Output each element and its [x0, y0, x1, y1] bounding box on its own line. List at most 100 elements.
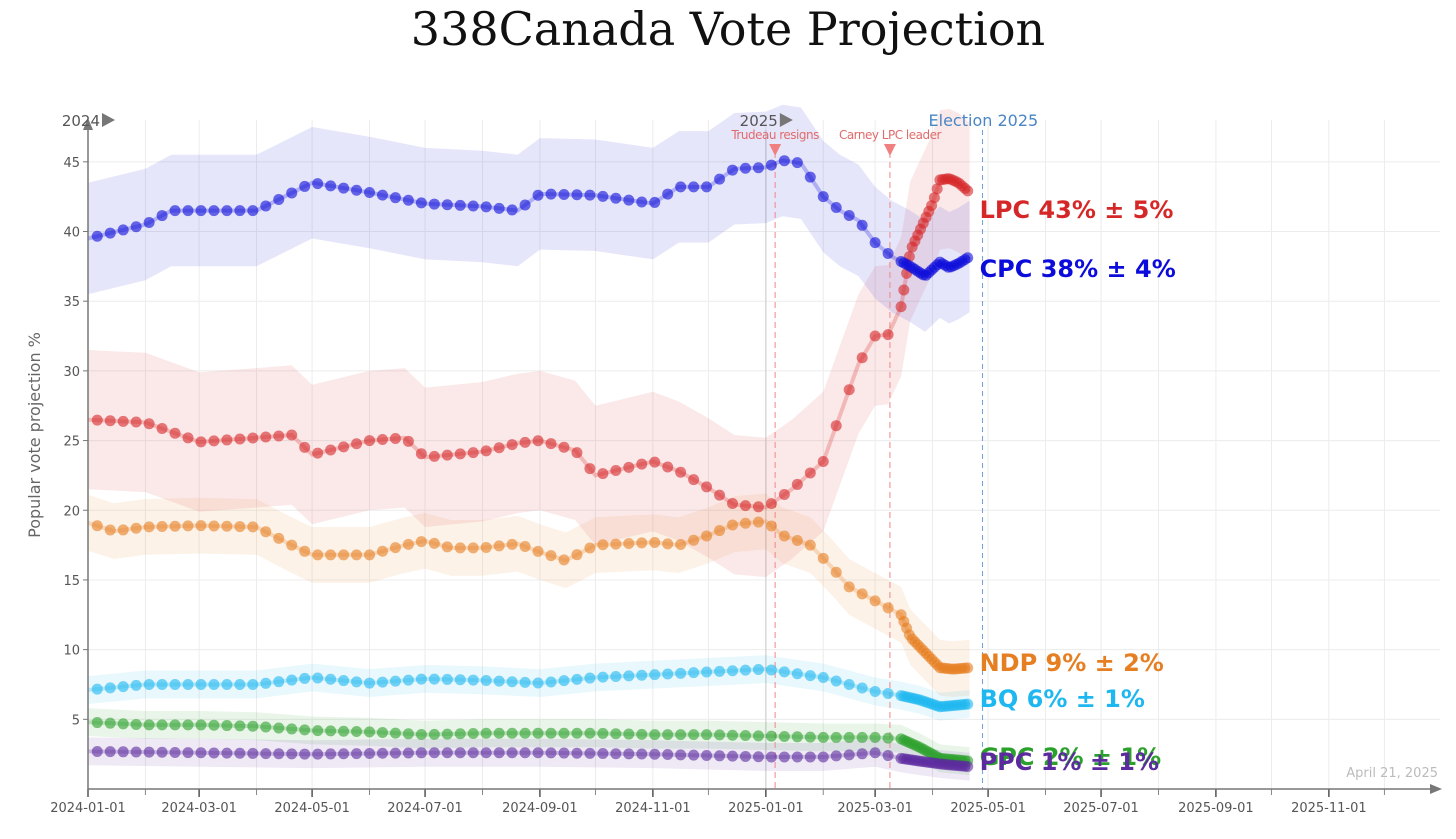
point-gpc	[195, 719, 207, 731]
point-lpc	[519, 436, 531, 448]
point-cpc	[519, 199, 531, 211]
point-ppc	[273, 748, 285, 760]
point-ppc	[662, 749, 674, 761]
point-ndp	[493, 540, 505, 552]
event-markers: Trudeau resigns Carney LPC leaderElection…	[730, 111, 1038, 789]
point-lpc	[143, 418, 155, 430]
point-lpc	[247, 432, 259, 444]
point-lpc	[195, 436, 207, 448]
point-ndp	[234, 521, 246, 533]
point-bq	[234, 678, 246, 690]
point-cpc	[545, 188, 557, 200]
point-bq	[156, 678, 168, 690]
point-lpc	[584, 463, 596, 475]
point-cpc	[856, 219, 868, 231]
point-cpc	[117, 224, 129, 236]
chart-title: 338Canada Vote Projection	[410, 2, 1046, 56]
point-lpc	[804, 467, 816, 479]
uncertainty-bands	[88, 104, 970, 781]
point-gpc	[312, 725, 324, 737]
band-gpc	[88, 708, 970, 776]
point-bq	[467, 674, 479, 686]
point-cpc	[817, 191, 829, 203]
point-ndp	[247, 521, 259, 533]
point-ppc	[480, 747, 492, 759]
point-cpc	[389, 192, 401, 204]
point-ppc	[688, 749, 700, 761]
point-ppc	[156, 746, 168, 758]
point-gpc	[856, 731, 868, 743]
point-cpc	[195, 205, 207, 217]
point-lpc	[234, 433, 246, 445]
point-cpc	[830, 201, 842, 213]
y-axis-arrow	[83, 118, 93, 130]
point-ppc	[739, 750, 751, 762]
point-cpc	[260, 200, 272, 212]
point-cpc	[376, 189, 388, 201]
point-ppc	[493, 747, 505, 759]
point-ppc	[376, 747, 388, 759]
point-lpc	[376, 434, 388, 446]
point-bq	[286, 674, 298, 686]
point-ndp	[584, 542, 596, 554]
point-ndp	[221, 520, 233, 532]
point-bq	[610, 671, 622, 683]
point-cpc	[130, 221, 142, 233]
point-lpc	[727, 497, 739, 509]
point-lpc	[843, 384, 855, 396]
point-gpc	[506, 727, 518, 739]
point-cpc	[869, 237, 881, 249]
point-cpc	[415, 197, 427, 209]
point-gpc	[364, 726, 376, 738]
point-ppc	[169, 746, 181, 758]
point-gpc	[480, 727, 492, 739]
point-ppc	[91, 745, 103, 757]
point-gpc	[830, 731, 842, 743]
point-ppc	[428, 747, 440, 759]
point-bq	[791, 668, 803, 680]
point-bq	[558, 675, 570, 687]
point-gpc	[376, 727, 388, 739]
point-cpc	[104, 227, 116, 239]
point-lpc	[895, 301, 907, 313]
point-ppc	[649, 748, 661, 760]
point-ppc	[882, 750, 894, 762]
point-ppc	[415, 747, 427, 759]
point-ndp	[195, 520, 207, 532]
end-label-ppc: PPC 1% ± 1%	[980, 748, 1159, 776]
end-label-ndp: NDP 9% ± 2%	[980, 649, 1164, 677]
point-ppc	[519, 747, 531, 759]
point-ndp	[338, 549, 350, 561]
point-gpc	[519, 727, 531, 739]
point-bq	[571, 673, 583, 685]
point-lpc	[778, 489, 790, 501]
point-lpc	[571, 447, 583, 459]
year-marker-arrow	[779, 113, 793, 127]
band-cpc	[88, 104, 970, 332]
point-ndp	[636, 537, 648, 549]
point-gpc	[402, 728, 414, 740]
point-cpc	[675, 181, 687, 193]
point-ndp	[962, 662, 974, 674]
point-lpc	[506, 439, 518, 451]
end-label-cpc: CPC 38% ± 4%	[980, 255, 1176, 283]
point-cpc	[441, 199, 453, 211]
point-gpc	[130, 718, 142, 730]
y-tick-label: 15	[63, 574, 80, 589]
point-gpc	[701, 729, 713, 741]
point-cpc	[364, 186, 376, 198]
point-ndp	[869, 595, 881, 607]
point-ppc	[636, 748, 648, 760]
point-ndp	[519, 540, 531, 552]
point-cpc	[506, 204, 518, 216]
point-lpc	[415, 448, 427, 460]
point-ppc	[701, 749, 713, 761]
point-cpc	[182, 205, 194, 217]
point-ndp	[260, 526, 272, 538]
point-lpc	[830, 420, 842, 432]
y-tick-label: 5	[72, 713, 80, 728]
point-ndp	[765, 520, 777, 532]
point-lpc	[467, 447, 479, 459]
x-tick-label: 2024-01-01	[50, 801, 126, 816]
point-lpc	[662, 461, 674, 473]
